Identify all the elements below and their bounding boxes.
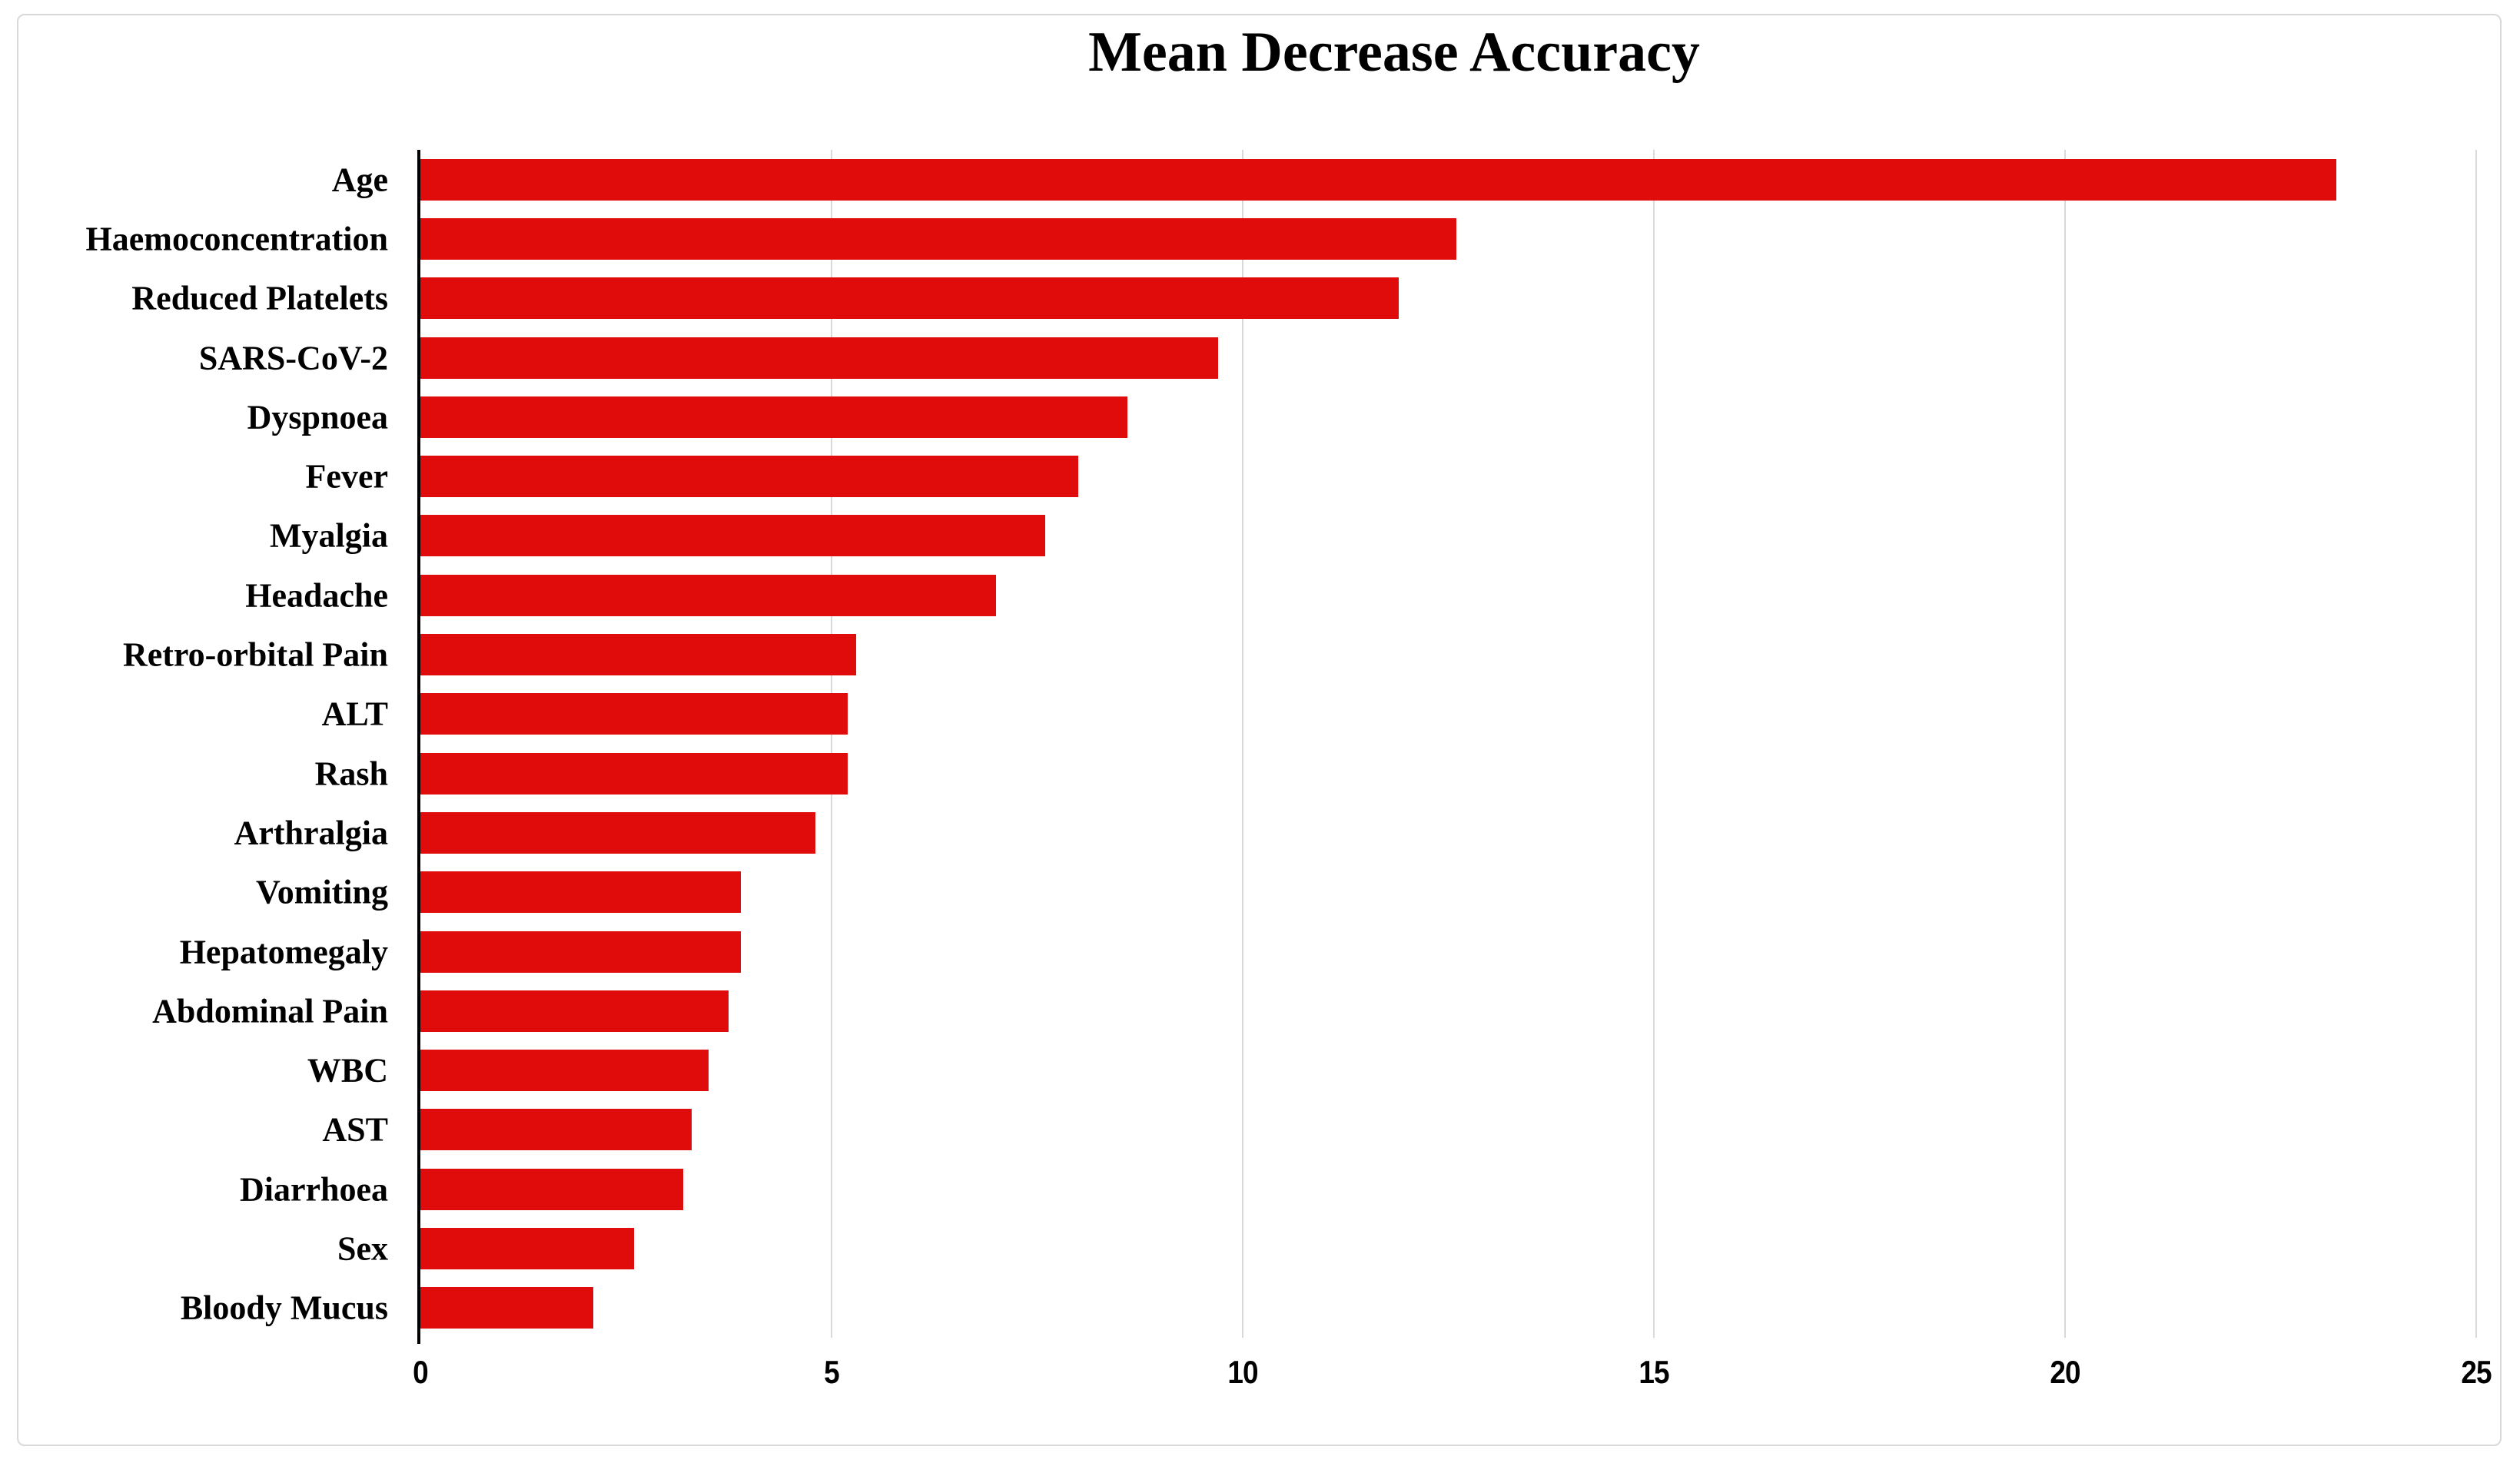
- category-label-wbc: WBC: [307, 1051, 388, 1090]
- bar-diarrhoea: [420, 1168, 684, 1210]
- bar-myalgia: [420, 515, 1046, 557]
- x-tick-label-25: 25: [2461, 1354, 2492, 1390]
- x-tick-label-5: 5: [824, 1354, 840, 1390]
- bar-haemoconcentration: [420, 217, 1457, 260]
- category-label-diarrhoea: Diarrhoea: [239, 1170, 388, 1209]
- bar-ast: [420, 1109, 692, 1151]
- category-label-vomiting: Vomiting: [256, 873, 388, 911]
- bar-alt: [420, 693, 848, 735]
- bar-arthralgia: [420, 811, 815, 854]
- x-tick-label-10: 10: [1227, 1354, 1258, 1390]
- bar-sex: [420, 1228, 635, 1270]
- bar-age: [420, 158, 2337, 201]
- category-label-myalgia: Myalgia: [270, 516, 388, 555]
- bar-sars-cov-2: [420, 337, 1218, 379]
- category-label-dyspnoea: Dyspnoea: [247, 398, 388, 436]
- plot-area: [417, 150, 2486, 1344]
- bar-retro-orbital-pain: [420, 634, 857, 676]
- category-label-age: Age: [331, 161, 388, 199]
- category-label-headache: Headache: [245, 576, 388, 615]
- gridline-x-20: [2064, 150, 2066, 1338]
- gridline-x-25: [2475, 150, 2477, 1338]
- category-label-hepatomegaly: Hepatomegaly: [179, 933, 388, 971]
- bar-headache: [420, 574, 996, 616]
- x-tick-label-15: 15: [1638, 1354, 1669, 1390]
- bar-vomiting: [420, 871, 742, 914]
- y-axis-line: [417, 150, 420, 1344]
- category-label-sex: Sex: [337, 1229, 388, 1268]
- bar-abdominal-pain: [420, 990, 729, 1032]
- bar-rash: [420, 752, 848, 795]
- gridline-x-15: [1653, 150, 1655, 1338]
- category-label-haemoconcentration: Haemoconcentration: [85, 220, 388, 258]
- category-label-retro-orbital-pain: Retro-orbital Pain: [122, 635, 388, 674]
- x-tick-label-0: 0: [413, 1354, 429, 1390]
- x-tick-label-20: 20: [2050, 1354, 2080, 1390]
- bar-bloody-mucus: [420, 1287, 593, 1329]
- bar-reduced-platelets: [420, 277, 1399, 320]
- category-label-arthralgia: Arthralgia: [234, 814, 388, 852]
- chart-title: Mean Decrease Accuracy: [1088, 21, 1700, 84]
- category-label-alt: ALT: [321, 695, 388, 733]
- bar-dyspnoea: [420, 396, 1128, 438]
- category-label-sars-cov-2: SARS-CoV-2: [198, 339, 388, 377]
- bar-hepatomegaly: [420, 931, 742, 973]
- category-label-ast: AST: [322, 1110, 388, 1149]
- category-label-rash: Rash: [314, 755, 388, 793]
- bar-fever: [420, 456, 1078, 498]
- bar-wbc: [420, 1050, 709, 1092]
- gridline-x-5: [831, 150, 832, 1338]
- category-label-reduced-platelets: Reduced Platelets: [131, 279, 388, 317]
- category-label-abdominal-pain: Abdominal Pain: [152, 992, 388, 1030]
- gridline-x-10: [1242, 150, 1243, 1338]
- category-label-fever: Fever: [305, 457, 388, 496]
- category-label-bloody-mucus: Bloody Mucus: [180, 1289, 388, 1327]
